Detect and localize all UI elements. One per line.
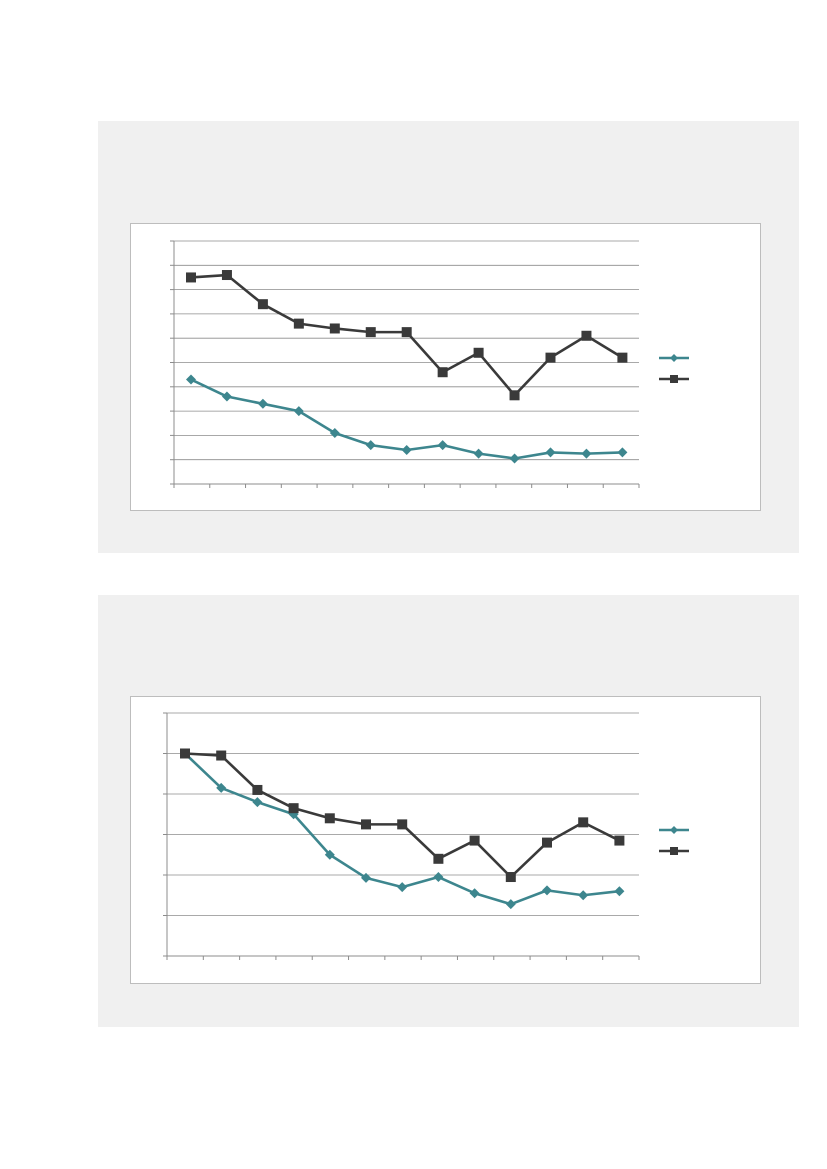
- data-point-square: [433, 853, 444, 864]
- data-point-diamond: [324, 849, 335, 860]
- line-chart-1: [170, 240, 689, 488]
- data-point-square: [293, 318, 304, 329]
- chart-area-2: [130, 696, 761, 984]
- data-point-diamond: [437, 440, 448, 451]
- data-point-diamond: [433, 872, 444, 883]
- data-point-diamond: [329, 427, 340, 438]
- data-point-square: [614, 835, 625, 846]
- data-point-square: [365, 327, 376, 338]
- data-point-square: [545, 352, 556, 363]
- data-point-square: [397, 819, 408, 830]
- data-point-square: [473, 347, 484, 358]
- data-point-diamond: [397, 882, 408, 893]
- data-point-square: [329, 323, 340, 334]
- data-point-square: [509, 390, 520, 401]
- data-point-diamond: [473, 448, 484, 459]
- data-point-square: [469, 835, 480, 846]
- data-point-square: [542, 837, 552, 848]
- legend-marker-square: [670, 375, 678, 383]
- line-chart-2: [163, 712, 689, 960]
- data-point-square: [257, 299, 268, 310]
- data-point-square: [252, 784, 263, 795]
- data-point-diamond: [257, 398, 268, 409]
- data-point-square: [505, 872, 516, 883]
- data-point-square: [216, 750, 227, 761]
- data-point-square: [578, 817, 589, 828]
- data-point-square: [437, 367, 448, 378]
- data-point-square: [361, 819, 371, 830]
- data-point-diamond: [186, 374, 196, 385]
- data-point-diamond: [365, 440, 376, 451]
- data-point-diamond: [252, 797, 263, 808]
- data-point-diamond: [221, 391, 232, 402]
- legend-marker-square: [670, 847, 678, 855]
- data-point-square: [324, 813, 335, 824]
- data-point-diamond: [509, 453, 520, 464]
- chart-panel-2: [98, 595, 799, 1027]
- data-point-diamond: [617, 447, 628, 458]
- data-point-square: [180, 748, 190, 759]
- data-point-diamond: [581, 448, 592, 459]
- data-point-square: [221, 270, 232, 281]
- data-point-diamond: [614, 886, 625, 897]
- data-point-square: [288, 803, 299, 814]
- data-point-diamond: [401, 444, 412, 455]
- data-point-square: [617, 352, 628, 363]
- data-point-square: [401, 327, 412, 338]
- series-line-2: [184, 752, 620, 879]
- data-point-square: [186, 272, 196, 283]
- data-point-diamond: [542, 885, 552, 896]
- data-point-diamond: [545, 447, 556, 458]
- data-point-diamond: [578, 890, 589, 901]
- data-point-diamond: [293, 406, 304, 417]
- data-point-square: [581, 330, 592, 341]
- chart-area-1: [130, 223, 761, 511]
- data-point-diamond: [469, 888, 480, 899]
- data-point-diamond: [361, 872, 371, 883]
- legend-marker-diamond: [670, 826, 678, 834]
- chart-panel-1: [98, 121, 799, 553]
- data-point-diamond: [505, 899, 516, 910]
- data-point-diamond: [216, 782, 227, 793]
- legend-marker-diamond: [670, 354, 678, 362]
